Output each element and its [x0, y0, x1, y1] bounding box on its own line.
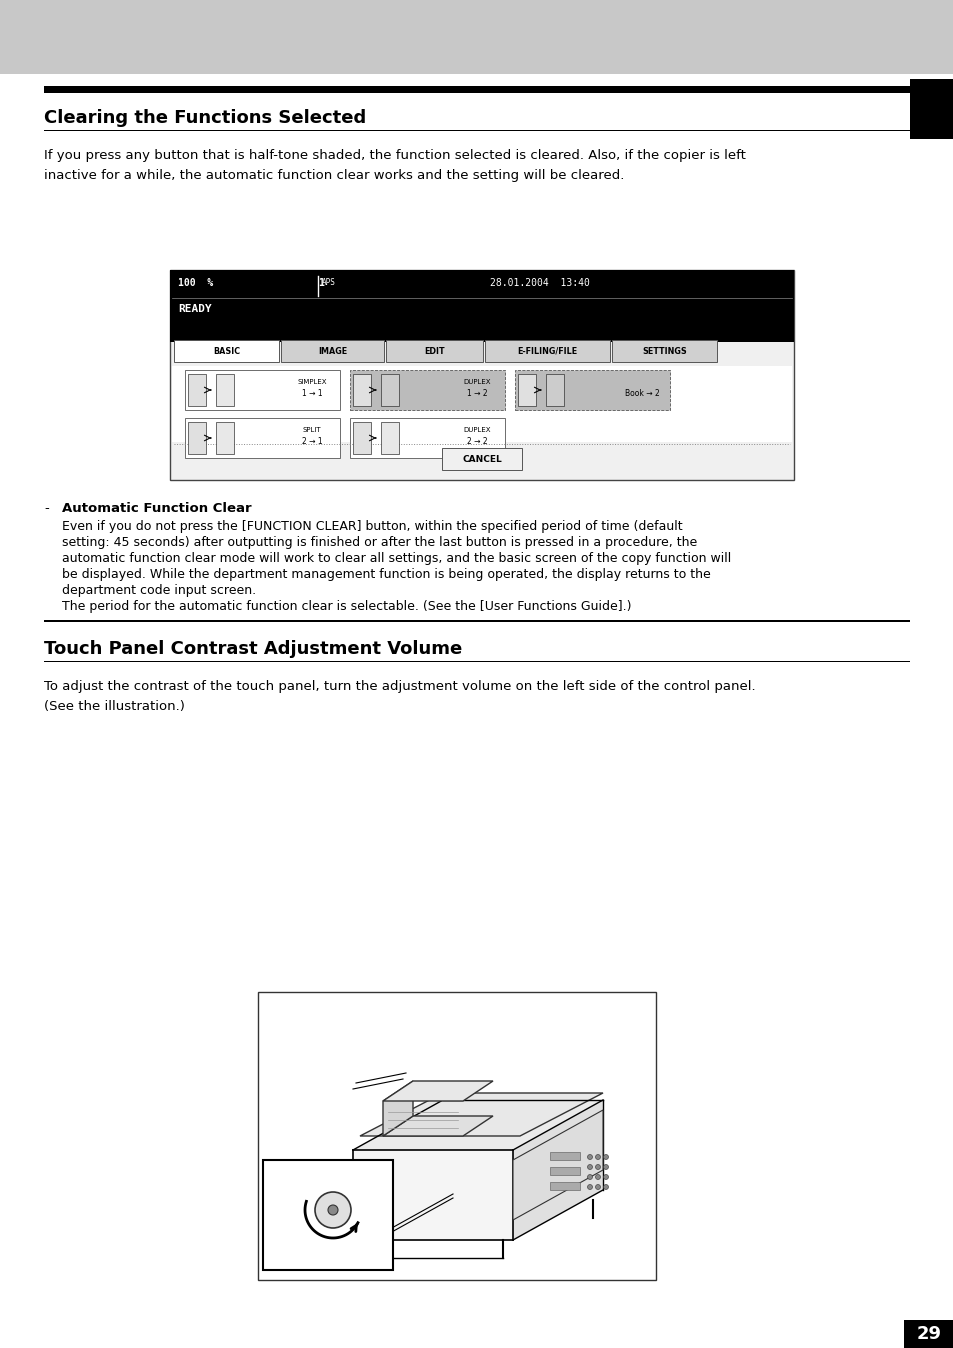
- Polygon shape: [353, 1100, 602, 1150]
- Text: E-FILING/FILE: E-FILING/FILE: [517, 346, 577, 356]
- Bar: [185, 369, 339, 410]
- Text: SPLIT: SPLIT: [302, 427, 321, 433]
- Bar: [185, 418, 339, 458]
- Text: 28.01.2004  13:40: 28.01.2004 13:40: [490, 278, 589, 288]
- Bar: [903, 1320, 953, 1348]
- Bar: [353, 373, 371, 406]
- Text: SETTINGS: SETTINGS: [641, 346, 686, 356]
- Bar: [350, 369, 504, 410]
- Circle shape: [587, 1185, 592, 1189]
- Bar: [909, 80, 953, 139]
- Text: CANCEL: CANCEL: [461, 454, 501, 464]
- Circle shape: [314, 1192, 351, 1228]
- Polygon shape: [382, 1081, 413, 1136]
- Text: be displayed. While the department management function is being operated, the di: be displayed. While the department manag…: [62, 568, 710, 581]
- Text: READY: READY: [178, 305, 212, 314]
- Circle shape: [595, 1165, 599, 1170]
- Text: Automatic Function Clear: Automatic Function Clear: [62, 501, 252, 515]
- Text: 100  %                  1: 100 % 1: [178, 278, 325, 288]
- Bar: [170, 270, 793, 480]
- Bar: [0, 0, 953, 74]
- Text: DUPLEX: DUPLEX: [463, 427, 490, 433]
- Bar: [215, 422, 233, 454]
- Circle shape: [328, 1205, 337, 1215]
- Polygon shape: [513, 1100, 602, 1240]
- Bar: [612, 340, 717, 363]
- Text: SIMPLEX: SIMPLEX: [297, 379, 327, 386]
- Bar: [441, 448, 521, 470]
- Text: To adjust the contrast of the touch panel, turn the adjustment volume on the lef: To adjust the contrast of the touch pane…: [44, 679, 755, 693]
- Bar: [263, 1161, 393, 1270]
- Bar: [386, 340, 482, 363]
- Bar: [215, 373, 233, 406]
- Text: 1 → 1: 1 → 1: [301, 388, 322, 398]
- Circle shape: [595, 1185, 599, 1189]
- Text: EDIT: EDIT: [424, 346, 444, 356]
- Text: The period for the automatic function clear is selectable. (See the [User Functi: The period for the automatic function cl…: [62, 600, 631, 613]
- Circle shape: [603, 1174, 608, 1180]
- Text: 1 → 2: 1 → 2: [466, 388, 487, 398]
- Bar: [188, 422, 206, 454]
- Circle shape: [595, 1174, 599, 1180]
- Bar: [545, 373, 563, 406]
- Polygon shape: [353, 1150, 513, 1240]
- Circle shape: [587, 1165, 592, 1170]
- Bar: [281, 340, 384, 363]
- Text: 2 → 1: 2 → 1: [301, 437, 322, 445]
- Circle shape: [603, 1154, 608, 1159]
- Circle shape: [603, 1165, 608, 1170]
- Text: APS: APS: [322, 278, 335, 287]
- Bar: [550, 1182, 579, 1190]
- Bar: [515, 369, 669, 410]
- Bar: [170, 270, 793, 342]
- Text: (See the illustration.): (See the illustration.): [44, 700, 185, 713]
- Text: Even if you do not press the [FUNCTION CLEAR] button, within the specified perio: Even if you do not press the [FUNCTION C…: [62, 520, 682, 532]
- Text: Touch Panel Contrast Adjustment Volume: Touch Panel Contrast Adjustment Volume: [44, 640, 462, 658]
- Bar: [44, 86, 909, 93]
- Polygon shape: [513, 1109, 602, 1220]
- Text: Book → 2: Book → 2: [624, 388, 659, 398]
- Bar: [172, 367, 791, 442]
- Text: If you press any button that is half-tone shaded, the function selected is clear: If you press any button that is half-ton…: [44, 150, 745, 162]
- Bar: [517, 373, 536, 406]
- Text: inactive for a while, the automatic function clear works and the setting will be: inactive for a while, the automatic func…: [44, 168, 623, 182]
- Bar: [44, 620, 909, 621]
- Bar: [550, 1167, 579, 1175]
- Bar: [484, 340, 609, 363]
- Bar: [173, 340, 278, 363]
- Bar: [188, 373, 206, 406]
- Polygon shape: [359, 1093, 602, 1136]
- Text: 2 → 2: 2 → 2: [466, 437, 487, 445]
- Bar: [353, 422, 371, 454]
- Polygon shape: [382, 1081, 493, 1101]
- Bar: [350, 418, 504, 458]
- Text: -: -: [44, 501, 49, 515]
- Text: IMAGE: IMAGE: [317, 346, 347, 356]
- Text: department code input screen.: department code input screen.: [62, 584, 255, 597]
- Text: DUPLEX: DUPLEX: [463, 379, 490, 386]
- Bar: [380, 373, 398, 406]
- Bar: [380, 422, 398, 454]
- Bar: [550, 1153, 579, 1161]
- Circle shape: [587, 1174, 592, 1180]
- Bar: [257, 992, 656, 1281]
- Polygon shape: [382, 1116, 493, 1136]
- Text: automatic function clear mode will work to clear all settings, and the basic scr: automatic function clear mode will work …: [62, 551, 731, 565]
- Text: 29: 29: [916, 1325, 941, 1343]
- Text: BASIC: BASIC: [213, 346, 240, 356]
- Text: Clearing the Functions Selected: Clearing the Functions Selected: [44, 109, 366, 127]
- Circle shape: [595, 1154, 599, 1159]
- Circle shape: [587, 1154, 592, 1159]
- Text: setting: 45 seconds) after outputting is finished or after the last button is pr: setting: 45 seconds) after outputting is…: [62, 537, 697, 549]
- Circle shape: [603, 1185, 608, 1189]
